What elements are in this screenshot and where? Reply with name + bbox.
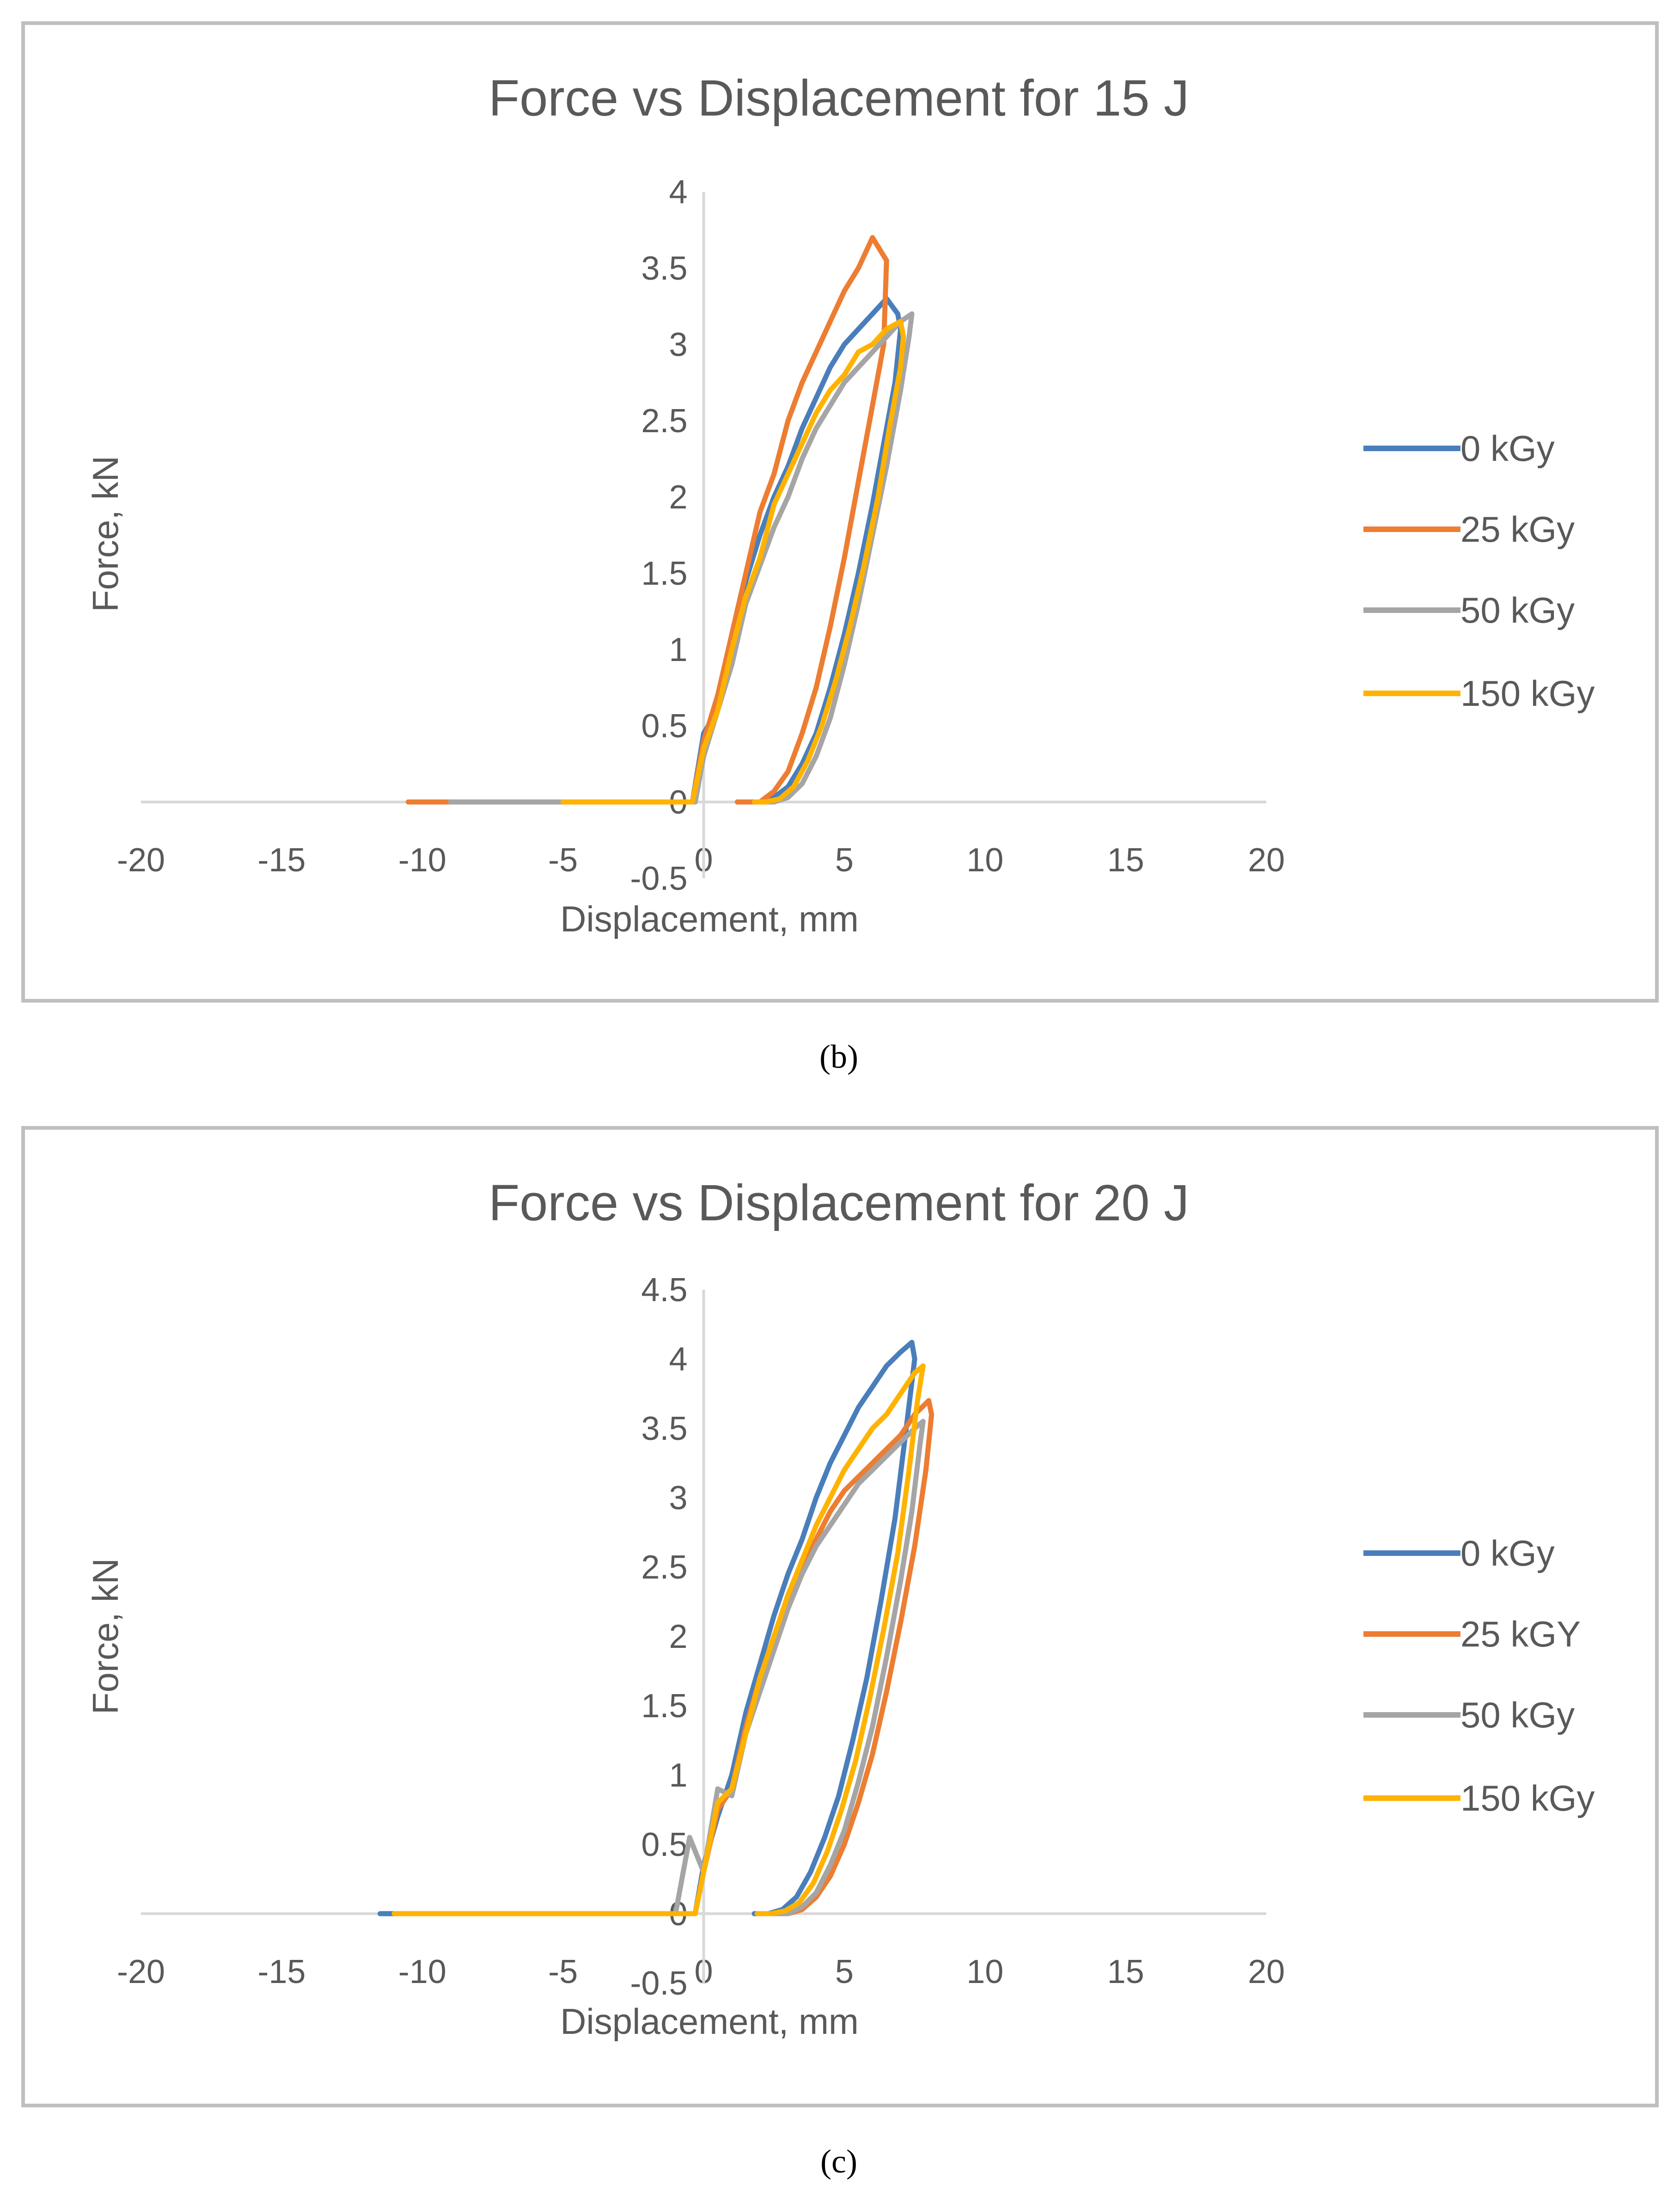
- y-tick-label: 4: [669, 1341, 687, 1378]
- y-tick-label: 3.5: [641, 1410, 687, 1447]
- x-axis-title: Displacement, mm: [560, 899, 859, 939]
- y-tick-label: 1: [669, 1757, 687, 1794]
- chart-frame: [21, 1126, 1659, 2107]
- y-axis-title: Force, kN: [85, 1558, 126, 1714]
- x-tick-label: -20: [117, 1953, 165, 1990]
- x-tick-label: 10: [966, 842, 1003, 879]
- y-tick-label: 1.5: [641, 555, 687, 592]
- y-axis: -0.500.511.522.533.544.5: [630, 1272, 705, 2002]
- legend-item-25-kgy: 25 kGy: [1363, 509, 1575, 550]
- legend-item-0-kgy: 0 kGy: [1363, 428, 1555, 469]
- chart-20j: Force vs Displacement for 20 J -20 -15 -10…: [21, 1126, 1659, 2180]
- legend-item-25-kgy: 25 kGY: [1363, 1614, 1581, 1654]
- y-tick-label: 1.5: [641, 1688, 687, 1725]
- chart-title: Force vs Displacement for 20 J: [489, 1175, 1189, 1231]
- y-tick-label: 3: [669, 1480, 687, 1517]
- x-tick-label: -15: [257, 842, 305, 879]
- legend: 0 kGy 25 kGy 50 kGy 150 kGy: [1363, 428, 1594, 714]
- x-tick-label: -20: [117, 842, 165, 879]
- legend: 0 kGy 25 kGY 50 kGy 150 kGy: [1363, 1533, 1594, 1818]
- y-tick-label: 4: [669, 174, 687, 211]
- y-tick-label: -0.5: [630, 860, 687, 897]
- x-tick-label: -10: [398, 1953, 446, 1990]
- x-tick-label: -10: [398, 842, 446, 879]
- x-tick-label: 20: [1248, 842, 1285, 879]
- legend-label-150-kgy: 150 kGy: [1460, 673, 1594, 714]
- series-line-150-kgy: [391, 1363, 926, 1916]
- figure-caption: (c): [820, 2143, 857, 2180]
- x-tick-label: -15: [257, 1953, 305, 1990]
- x-tick-label: 5: [835, 1953, 854, 1990]
- legend-label-25-kgy: 25 kGy: [1460, 509, 1575, 550]
- x-tick-label: 20: [1248, 1953, 1285, 1990]
- legend-item-150-kgy: 150 kGy: [1363, 1778, 1594, 1818]
- legend-label-0-kgy: 0 kGy: [1460, 428, 1555, 469]
- legend-label-150-kgy: 150 kGy: [1460, 1778, 1594, 1818]
- series-layer: [377, 1340, 935, 1916]
- x-tick-label: -5: [548, 1953, 578, 1990]
- legend-item-0-kgy: 0 kGy: [1363, 1533, 1555, 1573]
- legend-label-25-kgy: 25 kGY: [1460, 1614, 1581, 1654]
- y-tick-label: 1: [669, 631, 687, 668]
- x-tick-label: 10: [966, 1953, 1003, 1990]
- x-axis: -20-15-10-505101520: [117, 801, 1285, 879]
- chart-15j: Force vs Displacement for 15 J -20 -15 -10…: [21, 21, 1659, 1075]
- legend-label-0-kgy: 0 kGy: [1460, 1533, 1555, 1573]
- chart-frame: [21, 21, 1659, 1003]
- x-tick-label: 15: [1107, 842, 1144, 879]
- y-tick-label: 2: [669, 1618, 687, 1655]
- y-tick-label: 0.5: [641, 708, 687, 745]
- legend-label-50-kgy: 50 kGy: [1460, 590, 1575, 630]
- series-line-25-kgy: [405, 235, 889, 805]
- y-tick-label: 2: [669, 479, 687, 516]
- x-tick-label: -5: [548, 842, 578, 879]
- x-tick-label: 5: [835, 842, 854, 879]
- y-tick-label: 2.5: [641, 1549, 687, 1586]
- x-axis-title: Displacement, mm: [560, 2001, 859, 2042]
- y-tick-label: 4.5: [641, 1272, 687, 1309]
- series-layer: [405, 235, 915, 805]
- legend-label-50-kgy: 50 kGy: [1460, 1695, 1575, 1735]
- chart-title: Force vs Displacement for 15 J: [489, 70, 1189, 127]
- y-tick-label: 3: [669, 326, 687, 363]
- y-axis-title: Force, kN: [85, 456, 126, 612]
- y-tick-label: 0.5: [641, 1826, 687, 1863]
- y-tick-label: -0.5: [630, 1965, 687, 2002]
- series-line-150-kgy: [560, 319, 906, 805]
- legend-item-50-kgy: 50 kGy: [1363, 590, 1575, 630]
- x-tick-label: 15: [1107, 1953, 1144, 1990]
- figure-caption: (b): [819, 1038, 858, 1075]
- y-tick-label: 2.5: [641, 403, 687, 440]
- y-tick-label: 3.5: [641, 250, 687, 287]
- legend-item-50-kgy: 50 kGy: [1363, 1695, 1575, 1735]
- legend-item-150-kgy: 150 kGy: [1363, 673, 1594, 714]
